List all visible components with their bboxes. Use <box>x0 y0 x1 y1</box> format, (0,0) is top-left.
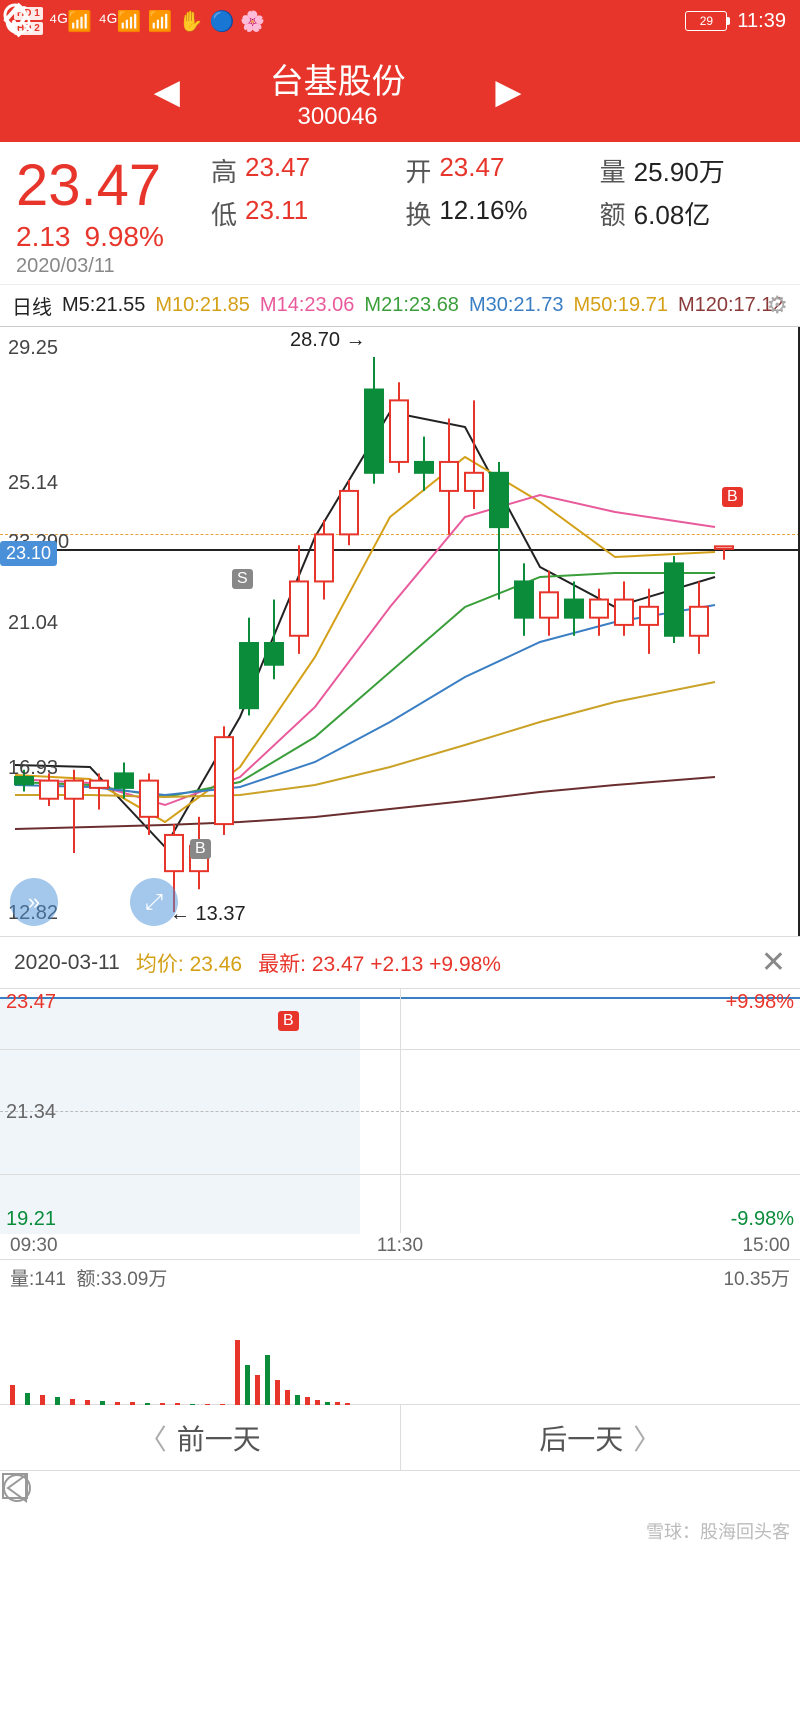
robot-icon[interactable] <box>611 70 655 114</box>
period-label: 日线 <box>12 291 52 320</box>
quote-date: 2020/03/11 <box>16 255 211 278</box>
watermark: 雪球：股海回头客 <box>646 1518 790 1544</box>
time-axis: 09:30 11:30 15:00 <box>0 1233 800 1259</box>
day-nav: 〈前一天 后一天〉 <box>0 1404 800 1470</box>
ma21: M21:23.68 <box>364 294 459 317</box>
high-value: 23.47 <box>245 152 310 189</box>
prev-button[interactable]: ◀ <box>145 70 189 114</box>
next-button[interactable]: ▶ <box>486 70 530 114</box>
ma-indicators[interactable]: 日线 M5:21.55 M10:21.85 M14:23.06 M21:23.6… <box>0 284 800 326</box>
buy-marker-right: B <box>722 487 743 507</box>
expand-button-1[interactable]: » <box>10 878 58 926</box>
candlestick-chart[interactable]: 29.2525.1423.29021.0416.9312.82 23.10 28… <box>0 326 800 936</box>
chart-svg <box>0 327 740 937</box>
signal2-icon: ⁴ᴳ📶 <box>98 9 141 34</box>
battery-icon: 29 <box>685 11 727 31</box>
buy-marker: B <box>190 839 211 859</box>
price-tag: 23.10 <box>0 541 57 566</box>
open-value: 23.47 <box>439 152 504 189</box>
quote-panel[interactable]: 23.47 2.13 9.98% 2020/03/11 高23.47 开23.4… <box>0 142 800 284</box>
intra-lower-pct: -9.98% <box>731 1208 794 1231</box>
sell-marker: S <box>232 569 253 589</box>
last-price: 23.47 +2.13 +9.98% <box>312 953 501 976</box>
ma10: M10:21.85 <box>155 294 250 317</box>
close-button[interactable]: ✕ <box>761 945 786 980</box>
high-annotation: 28.70 → <box>290 329 366 352</box>
low-annotation: ← 13.37 <box>170 903 246 926</box>
ma5: M5:21.55 <box>62 294 145 317</box>
amt-value: 6.08亿 <box>634 195 711 232</box>
expand-button-2[interactable]: ⤢ <box>130 878 178 926</box>
ma30: M30:21.73 <box>469 294 564 317</box>
stock-name: 台基股份 <box>270 54 406 103</box>
status-left: HD 1 HD 2 ⁴ᴳ📶 ⁴ᴳ📶 📶 ✋ 🔵 🌸 <box>14 7 265 35</box>
status-right: 29 11:39 <box>685 10 786 33</box>
stock-title[interactable]: 台基股份 300046 <box>270 54 406 131</box>
intraday-header: 2020-03-11 均价: 23.46 最新: 23.47 +2.13 +9.… <box>0 936 800 988</box>
system-nav: 雪球：股海回头客 <box>0 1470 800 1550</box>
intra-lower: 19.21 <box>6 1208 56 1231</box>
stock-code: 300046 <box>270 103 406 131</box>
ma50: M50:19.71 <box>573 294 668 317</box>
clock: 11:39 <box>737 10 786 33</box>
search-icon[interactable] <box>736 70 780 114</box>
app-header: ◀ 台基股份 300046 ▶ <box>0 42 800 142</box>
ma14: M14:23.06 <box>260 294 355 317</box>
signal-icon: ⁴ᴳ📶 <box>49 9 92 34</box>
low-value: 23.11 <box>245 195 308 232</box>
intra-mid: 21.34 <box>6 1101 56 1124</box>
icon3: 🌸 <box>240 9 265 34</box>
status-bar: HD 1 HD 2 ⁴ᴳ📶 ⁴ᴳ📶 📶 ✋ 🔵 🌸 29 11:39 <box>0 0 800 42</box>
back-button[interactable] <box>20 70 64 114</box>
current-price: 23.47 <box>16 152 211 219</box>
price-change-pct: 9.98% <box>85 221 164 253</box>
volume-panel[interactable]: 量:141 额:33.09万 10.35万 <box>0 1259 800 1404</box>
prev-day-button[interactable]: 〈前一天 <box>0 1405 400 1470</box>
intraday-date: 2020-03-11 <box>14 951 120 975</box>
avg-price: 23.46 <box>190 953 243 976</box>
intra-buy-marker: B <box>278 1011 299 1031</box>
icon1: ✋ <box>179 9 204 34</box>
wifi-icon: 📶 <box>148 9 173 34</box>
turn-value: 12.16% <box>439 195 527 232</box>
vol-value: 25.90万 <box>634 152 725 189</box>
intraday-chart[interactable]: 23.47 +9.98% 21.34 19.21 -9.98% B <box>0 988 800 1233</box>
icon2: 🔵 <box>209 9 234 34</box>
intra-upper-pct: +9.98% <box>726 991 794 1014</box>
intra-upper: 23.47 <box>6 991 56 1014</box>
price-change: 2.13 <box>16 221 71 253</box>
gear-icon[interactable]: ⚙ <box>766 291 788 320</box>
next-day-button[interactable]: 后一天〉 <box>400 1405 800 1470</box>
volume-bars <box>0 1260 740 1405</box>
